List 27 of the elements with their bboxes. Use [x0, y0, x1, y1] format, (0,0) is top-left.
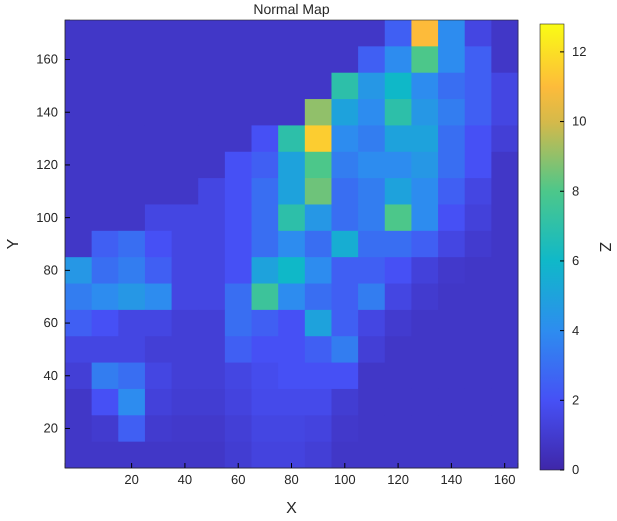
x-tick-label: 60	[230, 472, 246, 488]
x-axis-title: X	[286, 500, 298, 517]
x-tick-label: 160	[494, 472, 516, 488]
color-bar-label: 6	[572, 253, 580, 268]
y-tick-label: 40	[44, 368, 58, 383]
color-bar-label: 2	[572, 392, 580, 408]
y-tick-label: 120	[36, 157, 58, 172]
x-tick-label: 120	[387, 472, 409, 488]
x-tick-label: 20	[124, 472, 139, 488]
color-bar-label: 12	[572, 44, 586, 60]
x-tick-label: 140	[440, 472, 462, 488]
color-bar-label: 0	[572, 462, 580, 478]
chart-title: Normal Map	[253, 1, 330, 17]
color-bar-label: 4	[572, 322, 580, 338]
x-tick-label: 80	[284, 472, 299, 488]
y-tick-label: 160	[36, 52, 58, 67]
color-bar-label: 10	[572, 114, 586, 129]
y-tick-label: 140	[36, 104, 58, 120]
color-bar-label: 8	[572, 183, 580, 198]
y-axis-title: Y	[5, 238, 22, 250]
x-tick-label: 100	[334, 472, 356, 488]
y-tick-label: 60	[44, 315, 58, 330]
y-tick-label: 80	[44, 262, 58, 278]
y-tick-label: 100	[36, 210, 58, 225]
color-bar-title: Z	[596, 242, 613, 252]
y-tick-label: 20	[44, 420, 58, 436]
x-tick-label: 40	[178, 472, 192, 488]
